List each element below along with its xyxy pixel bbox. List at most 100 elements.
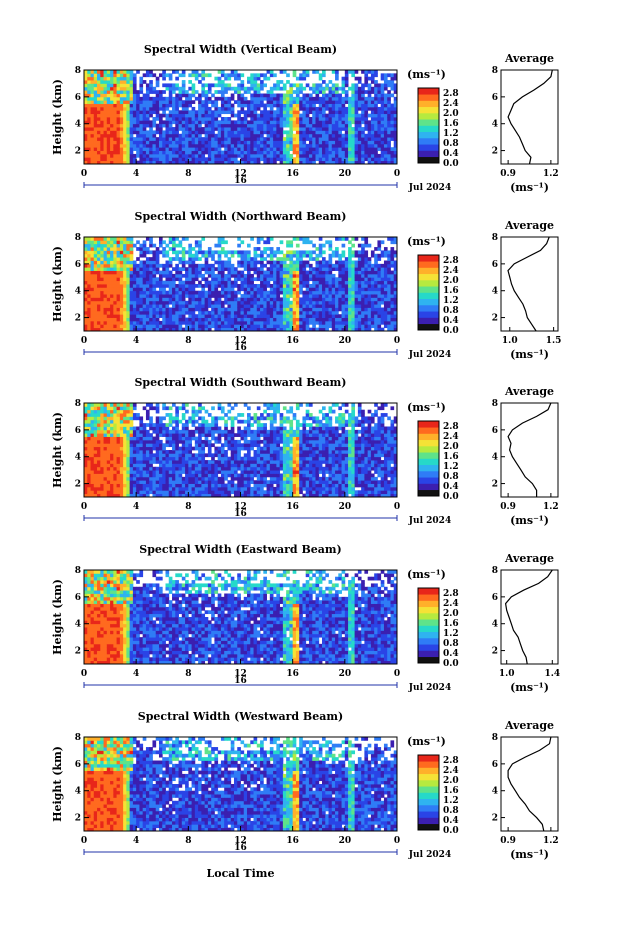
heatmap-cell	[126, 324, 131, 329]
heatmap-cell	[116, 123, 121, 128]
heatmap-cell	[172, 133, 176, 138]
heatmap-cell	[132, 113, 137, 118]
heatmap-cell	[90, 426, 95, 431]
heatmap-cell	[145, 320, 150, 325]
heatmap-cell	[165, 96, 170, 101]
heatmap-cell	[266, 294, 271, 298]
heatmap-cell	[374, 117, 378, 121]
heatmap-cell	[214, 250, 219, 255]
heatmap-cell	[370, 273, 375, 278]
heatmap-cell	[256, 267, 261, 271]
heatmap-cell	[168, 263, 173, 268]
heatmap-cell	[97, 409, 101, 414]
heatmap-cell	[341, 100, 346, 104]
heatmap-cell	[351, 120, 356, 125]
heatmap-cell	[383, 304, 388, 308]
heatmap-cell	[315, 260, 320, 265]
heatmap-cell	[279, 86, 284, 91]
colorbar: 0.00.40.81.21.62.02.42.8(ms⁻¹)	[407, 235, 459, 336]
heatmap-cell	[136, 247, 140, 251]
heatmap-cell	[302, 113, 307, 118]
heatmap-cell	[139, 90, 144, 94]
heatmap-cell	[191, 310, 196, 315]
heatmap-cell	[139, 243, 144, 248]
heatmap-cell	[84, 263, 88, 268]
heatmap-cell	[220, 70, 225, 74]
heatmap-cell	[357, 137, 362, 141]
heatmap-cell	[308, 273, 313, 278]
heatmap-cell	[370, 267, 375, 271]
heatmap-cell	[354, 320, 359, 325]
heatmap-cell	[308, 96, 313, 101]
heatmap-cell	[119, 143, 124, 148]
heatmap-cell	[224, 284, 228, 288]
heatmap-cell	[162, 250, 166, 255]
heatmap-cell	[286, 320, 290, 325]
heatmap-cell	[185, 157, 189, 162]
heatmap-cell	[188, 284, 192, 288]
heatmap-cell	[305, 93, 310, 98]
heatmap-cell	[220, 263, 225, 268]
heatmap-cell	[256, 123, 261, 128]
heatmap-cell	[132, 280, 137, 285]
heatmap-cell	[237, 297, 241, 302]
heatmap-cell	[308, 120, 313, 125]
heatmap-cell	[126, 120, 131, 125]
heatmap-cell	[110, 106, 114, 111]
heatmap-cell	[367, 304, 372, 308]
heatmap-cell	[331, 157, 336, 162]
heatmap-cell	[243, 290, 248, 295]
heatmap-cell	[338, 277, 342, 282]
heatmap-cell	[243, 103, 248, 108]
heatmap-cell	[93, 486, 98, 491]
heatmap-cell	[103, 290, 108, 295]
heatmap-cell	[230, 127, 235, 131]
heatmap-cell	[292, 253, 297, 258]
heatmap-cell	[240, 273, 245, 278]
heatmap-cell	[178, 127, 183, 131]
heatmap-cell	[227, 304, 232, 308]
heatmap-cell	[93, 113, 98, 118]
heatmap-cell	[393, 110, 398, 115]
heatmap-cell	[110, 140, 114, 145]
heatmap-cell	[93, 96, 98, 101]
heatmap-cell	[315, 270, 320, 275]
heatmap-cell	[181, 260, 186, 265]
heatmap-cell	[194, 327, 199, 332]
heatmap-cell	[90, 453, 95, 458]
heatmap-cell	[341, 294, 346, 298]
heatmap-cell	[276, 153, 281, 158]
heatmap-cell	[90, 280, 95, 285]
heatmap-cell	[282, 314, 287, 318]
heatmap-cell	[113, 76, 117, 81]
panel-1: Spectral Width (Vertical Beam)2468Height…	[51, 43, 559, 194]
heatmap-cell	[286, 117, 290, 121]
heatmap-cell	[106, 290, 111, 295]
heatmap-cell	[165, 263, 170, 268]
heatmap-cell	[325, 93, 329, 98]
heatmap-cell	[126, 160, 131, 165]
heatmap-cell	[211, 153, 215, 158]
heatmap-cell	[93, 253, 98, 258]
heatmap-cell	[295, 263, 300, 268]
heatmap-cell	[207, 324, 212, 329]
heatmap-cell	[165, 297, 170, 302]
heatmap-cell	[97, 483, 101, 488]
heatmap-cell	[158, 90, 163, 94]
heatmap-cell	[390, 76, 395, 81]
heatmap-cell	[393, 100, 398, 104]
heatmap-cell	[305, 113, 310, 118]
heatmap-cell	[214, 83, 219, 88]
heatmap-cell	[139, 153, 144, 158]
heatmap-cell	[175, 307, 179, 312]
heatmap-cell	[335, 237, 339, 241]
heatmap-cell	[269, 287, 274, 292]
heatmap-cell	[214, 304, 219, 308]
heatmap-cell	[240, 140, 245, 145]
heatmap-cell	[282, 310, 287, 315]
heatmap-cell	[116, 150, 121, 155]
heatmap-cell	[132, 290, 137, 295]
heatmap-cell	[348, 314, 352, 318]
heatmap-cell	[149, 297, 153, 302]
